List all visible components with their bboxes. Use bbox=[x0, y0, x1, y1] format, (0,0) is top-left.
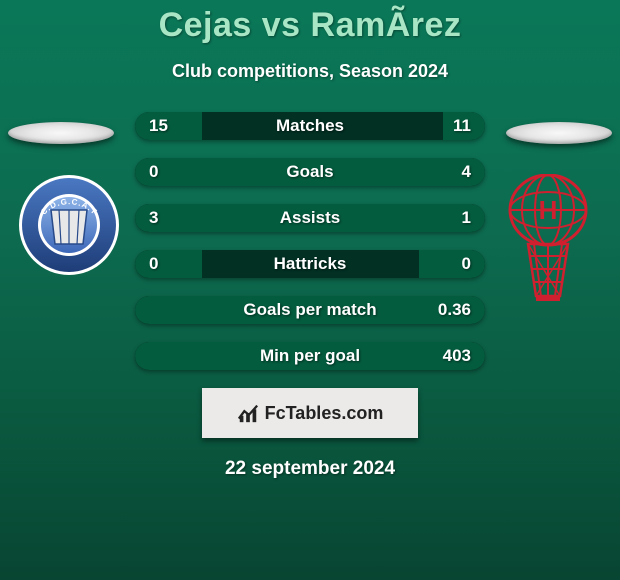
svg-text:H: H bbox=[539, 195, 558, 225]
stat-label: Hattricks bbox=[135, 250, 485, 278]
date-text: 22 september 2024 bbox=[0, 458, 620, 480]
right-flag-placeholder bbox=[506, 122, 612, 144]
page-title: Cejas vs RamÃ­rez bbox=[0, 0, 620, 45]
stat-row: Assists3 1 bbox=[135, 204, 485, 232]
stat-value-left: 3 bbox=[149, 204, 158, 232]
stat-label: Matches bbox=[135, 112, 485, 140]
stat-value-right: 0 bbox=[462, 250, 471, 278]
stat-row: Min per goal403 bbox=[135, 342, 485, 370]
stat-value-left: 15 bbox=[149, 112, 168, 140]
stat-row: Goals per match0.36 bbox=[135, 296, 485, 324]
stat-value-right: 11 bbox=[453, 112, 471, 140]
stat-row: Hattricks0 0 bbox=[135, 250, 485, 278]
left-flag-placeholder bbox=[8, 122, 114, 144]
stat-value-right: 4 bbox=[462, 158, 471, 186]
team-logo-right: H bbox=[496, 174, 600, 304]
branding-badge: FcTables.com bbox=[202, 388, 418, 438]
team-logo-left: C.D.G.C.A.T bbox=[18, 174, 120, 276]
stat-label: Min per goal bbox=[135, 342, 485, 370]
stat-label: Assists bbox=[135, 204, 485, 232]
stat-value-right: 403 bbox=[443, 342, 471, 370]
stat-value-left: 0 bbox=[149, 250, 158, 278]
comparison-panel: C.D.G.C.A.T H Matches1511Goals04Assists3 bbox=[0, 112, 620, 480]
stat-value-right: 1 bbox=[462, 204, 471, 232]
stat-label: Goals per match bbox=[135, 296, 485, 324]
stat-value-left: 0 bbox=[149, 158, 158, 186]
subtitle: Club competitions, Season 2024 bbox=[0, 61, 620, 82]
stat-label: Goals bbox=[135, 158, 485, 186]
branding-text: FcTables.com bbox=[265, 403, 384, 424]
stat-row: Matches15 11 bbox=[135, 112, 485, 140]
chart-icon bbox=[237, 402, 259, 424]
stats-list: Matches1511Goals04Assists31Hattricks00Go… bbox=[135, 112, 485, 370]
stat-value-right: 0.36 bbox=[438, 296, 471, 324]
stat-row: Goals0 4 bbox=[135, 158, 485, 186]
